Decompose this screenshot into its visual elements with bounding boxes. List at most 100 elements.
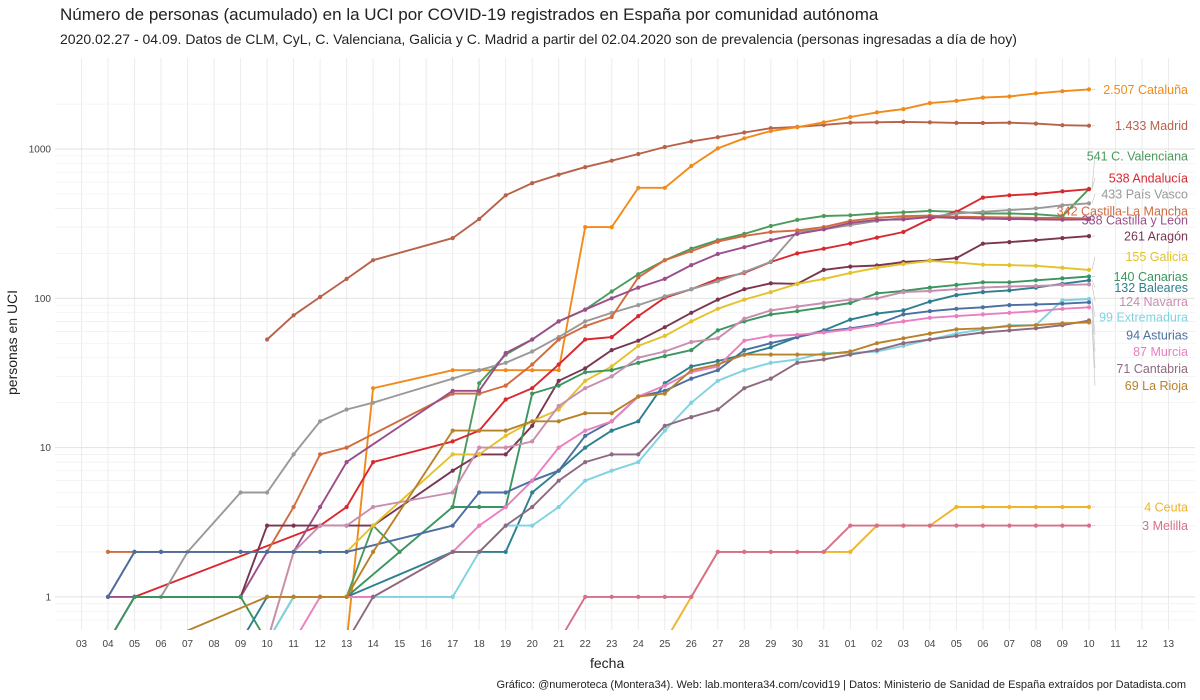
data-point — [556, 319, 561, 324]
data-point — [901, 341, 906, 346]
data-point — [689, 339, 694, 345]
x-tick-label: 19 — [500, 639, 512, 650]
data-point — [1060, 123, 1065, 128]
series-end-label: 132 Baleares — [1114, 281, 1188, 295]
data-point — [1033, 238, 1038, 243]
data-point — [927, 285, 933, 290]
x-tick-label: 21 — [553, 639, 565, 650]
series-end-label: 342 Castilla-La Mancha — [1057, 204, 1188, 218]
data-point — [689, 163, 694, 169]
data-point — [1060, 217, 1065, 222]
data-point — [689, 319, 694, 324]
data-point — [265, 490, 270, 495]
data-point — [927, 309, 933, 314]
data-point — [954, 120, 959, 125]
data-point — [662, 594, 667, 600]
data-point — [901, 319, 906, 324]
data-point — [291, 594, 296, 600]
data-point — [238, 490, 243, 495]
data-point — [848, 349, 853, 354]
x-tick-label: 25 — [659, 639, 671, 650]
data-point — [477, 381, 482, 386]
data-point — [768, 128, 773, 134]
data-point — [636, 303, 641, 308]
data-point — [530, 504, 535, 510]
series-line — [108, 216, 1090, 598]
data-point — [450, 490, 455, 495]
data-point — [742, 352, 747, 357]
data-point — [768, 281, 773, 286]
data-point — [450, 376, 455, 381]
x-tick-label: 07 — [182, 639, 194, 650]
data-point — [874, 211, 880, 216]
data-point — [662, 144, 667, 150]
data-point — [821, 549, 826, 555]
data-point — [556, 172, 561, 177]
data-point — [795, 332, 800, 337]
data-point — [980, 216, 986, 221]
data-point — [980, 290, 986, 295]
y-tick-label: 10 — [40, 443, 52, 454]
data-point — [318, 594, 323, 600]
series-line — [269, 283, 1090, 630]
data-point — [742, 549, 747, 555]
data-point — [503, 368, 508, 373]
label-leader-line — [1091, 177, 1096, 190]
data-point — [530, 478, 535, 483]
data-point — [583, 225, 588, 230]
data-point — [636, 185, 641, 190]
data-point — [715, 368, 720, 373]
data-point — [318, 504, 323, 510]
data-point — [689, 249, 694, 254]
data-point — [980, 195, 986, 200]
data-point — [795, 304, 800, 309]
data-point — [609, 452, 614, 457]
data-point — [477, 549, 482, 555]
y-tick-label: 100 — [34, 294, 51, 305]
data-point — [636, 594, 641, 600]
data-point — [901, 261, 906, 266]
data-point — [1086, 305, 1092, 310]
x-tick-label: 11 — [288, 639, 299, 650]
data-point — [689, 310, 694, 315]
data-point — [556, 504, 561, 510]
data-point — [503, 428, 508, 433]
data-point — [874, 291, 880, 296]
data-point — [371, 504, 376, 510]
data-point — [556, 478, 561, 483]
data-point — [980, 330, 986, 335]
data-point — [556, 337, 561, 342]
series-end-label: 69 La Rioja — [1125, 379, 1188, 393]
data-point — [1033, 323, 1038, 328]
data-point — [1007, 193, 1012, 198]
data-point — [609, 468, 614, 473]
data-point — [530, 439, 535, 444]
data-point — [583, 165, 588, 170]
data-point — [530, 349, 535, 354]
x-tick-label: 23 — [606, 639, 618, 650]
data-point — [768, 333, 773, 338]
x-tick-label: 22 — [580, 639, 592, 650]
data-point — [583, 370, 588, 375]
label-leader-line — [1091, 322, 1096, 386]
data-point — [1086, 320, 1092, 325]
data-point — [821, 276, 826, 281]
data-point — [1007, 216, 1012, 222]
data-point — [291, 549, 296, 555]
data-point — [238, 549, 243, 555]
data-point — [1007, 208, 1012, 213]
data-point — [636, 338, 641, 343]
data-point — [477, 523, 482, 528]
series-end-label: 140 Canarias — [1114, 270, 1188, 284]
data-point — [583, 337, 588, 342]
data-point — [927, 299, 933, 304]
x-tick-label: 18 — [474, 639, 486, 650]
data-point — [954, 211, 959, 216]
data-point — [1033, 212, 1038, 217]
data-point — [450, 549, 455, 555]
data-point — [662, 423, 667, 428]
series-end-label: 433 País Vasco — [1101, 187, 1188, 201]
data-point — [662, 383, 667, 388]
data-point — [848, 549, 853, 555]
